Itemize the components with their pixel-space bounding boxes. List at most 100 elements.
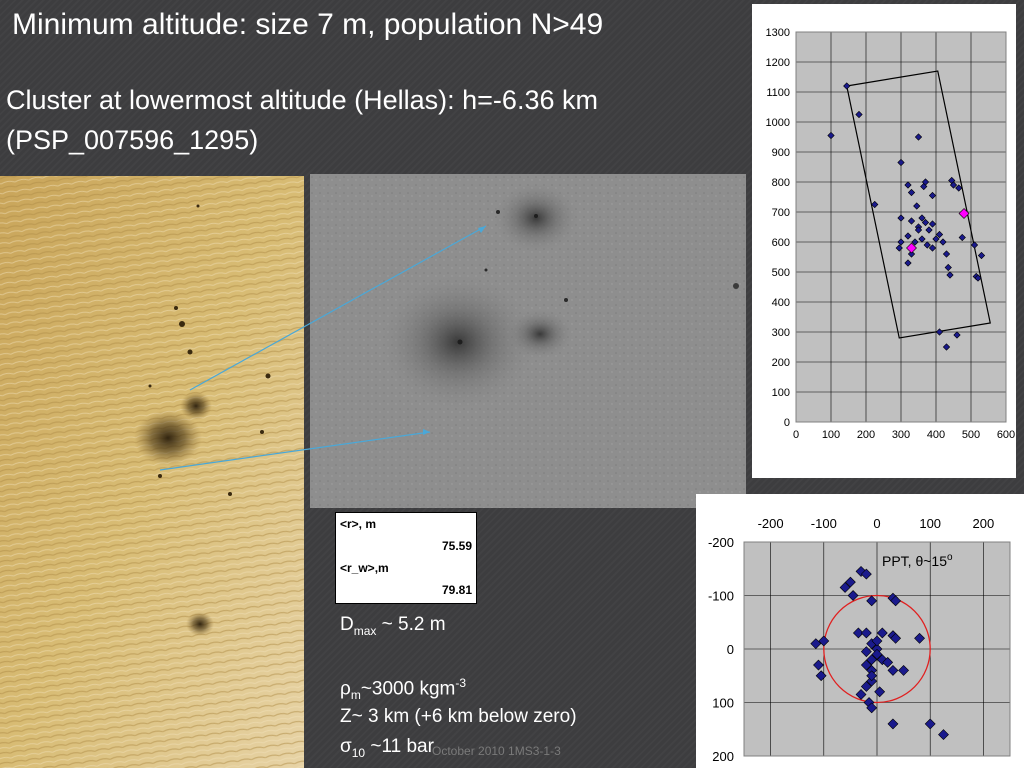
data-point <box>890 595 902 607</box>
x-tick-label: 200 <box>857 429 875 441</box>
data-point <box>843 82 851 90</box>
data-point <box>925 226 933 234</box>
depth-line: Z~ 3 km (+6 km below zero) <box>340 706 577 727</box>
density-exponent: -3 <box>455 676 467 690</box>
y-tick-label: 100 <box>772 387 790 399</box>
mean-radius-label: <r>, m <box>340 517 377 531</box>
data-point <box>898 664 910 676</box>
data-point <box>904 232 912 240</box>
data-point <box>928 191 937 200</box>
slide-footer: October 2010 1MS3-1-3 <box>432 744 561 758</box>
y-tick-label: 1000 <box>766 117 790 129</box>
data-point <box>860 659 872 671</box>
data-point <box>871 648 883 660</box>
weighted-radius-value: 79.81 <box>441 583 472 597</box>
y-tick-label: 100 <box>712 696 734 711</box>
y-tick-label: 300 <box>772 327 790 339</box>
data-point <box>932 235 940 243</box>
data-point <box>904 259 912 267</box>
dmax-value: ~ 5.2 m <box>376 614 446 635</box>
data-point <box>970 241 979 249</box>
x-tick-label: 500 <box>962 429 980 441</box>
data-point <box>949 181 958 189</box>
slide-subtitle: Cluster at lowermost altitude (Hellas): … <box>6 80 598 160</box>
x-tick-label: 100 <box>919 516 941 531</box>
data-point <box>818 635 830 647</box>
data-point <box>839 582 851 593</box>
x-tick-label: -100 <box>811 516 837 531</box>
data-point <box>914 133 923 141</box>
data-point <box>942 250 951 258</box>
ppt-scatter-chart: -200 -100 0 100 200 -200 -100 0 100 200 PPT, θ~15o <box>696 494 1024 768</box>
x-tick-label: 200 <box>973 516 995 531</box>
data-point <box>928 244 937 252</box>
mean-radius-value: 75.59 <box>441 539 472 553</box>
data-point <box>907 217 916 225</box>
y-tick-label: 1200 <box>766 57 790 69</box>
data-point <box>887 664 899 676</box>
density-line: ρm~3000 kgm-3 <box>340 676 466 702</box>
data-point <box>955 184 963 192</box>
x-tick-label: 300 <box>892 429 910 441</box>
data-point <box>924 718 936 730</box>
y-tick-label: 0 <box>727 642 734 657</box>
data-point <box>866 595 878 607</box>
data-point <box>921 218 930 227</box>
data-point <box>860 568 872 580</box>
data-point <box>897 214 905 222</box>
y-tick-label: 0 <box>784 417 790 429</box>
data-point <box>897 158 905 167</box>
y-tick-label: 200 <box>712 749 734 764</box>
sigma-symbol: σ <box>340 736 352 757</box>
data-point <box>907 188 916 197</box>
data-point <box>871 635 883 647</box>
y-tick-label: 900 <box>772 147 790 159</box>
data-point <box>810 638 822 650</box>
x-tick-label: -200 <box>758 516 784 531</box>
data-point <box>923 241 931 249</box>
sigma-subscript: 10 <box>351 745 366 760</box>
rho-subscript: m <box>350 688 361 703</box>
data-point <box>895 244 903 252</box>
y-tick-label: 200 <box>772 357 790 369</box>
data-point <box>860 646 872 658</box>
dmax-subscript: max <box>353 623 377 638</box>
y-tick-label: 600 <box>772 237 790 249</box>
data-point <box>921 178 930 186</box>
data-point <box>935 328 944 336</box>
y-tick-label: -200 <box>708 535 734 550</box>
data-point <box>928 220 937 228</box>
data-point <box>939 238 947 246</box>
data-point <box>866 702 878 714</box>
data-point <box>897 238 905 246</box>
x-tick-label: 400 <box>927 429 945 441</box>
x-tick-label: 600 <box>997 429 1015 441</box>
y-tick-label: 800 <box>772 177 790 189</box>
y-tick-label: -100 <box>708 589 734 604</box>
highlight-point <box>958 208 970 219</box>
data-point <box>860 627 872 639</box>
y-tick-label: 1100 <box>766 87 790 99</box>
position-scatter-chart: 0 100 200 300 400 500 600 0 100 200 300 400 500 600 70… <box>752 4 1016 478</box>
data-point <box>914 226 923 234</box>
data-point <box>855 110 863 119</box>
legend-text: PPT, θ~15o <box>882 552 953 569</box>
data-point <box>847 590 859 601</box>
data-point <box>827 131 835 140</box>
grayscale-surface-image <box>310 174 746 508</box>
data-point <box>911 238 919 246</box>
data-point <box>852 627 864 639</box>
data-point <box>890 632 902 644</box>
slide-title: Minimum altitude: size 7 m, population N… <box>12 8 604 41</box>
color-surface-image <box>0 176 304 768</box>
data-point <box>938 729 949 741</box>
data-point <box>874 686 886 698</box>
data-point <box>913 202 921 210</box>
plot-border <box>795 31 1007 423</box>
stress-line: σ10 ~11 bar <box>340 736 434 760</box>
data-point <box>977 251 986 260</box>
y-tick-label: 700 <box>772 207 790 219</box>
dmax-symbol: D <box>340 614 354 635</box>
legend-superscript: o <box>947 552 953 563</box>
footprint-polygon <box>846 70 991 339</box>
